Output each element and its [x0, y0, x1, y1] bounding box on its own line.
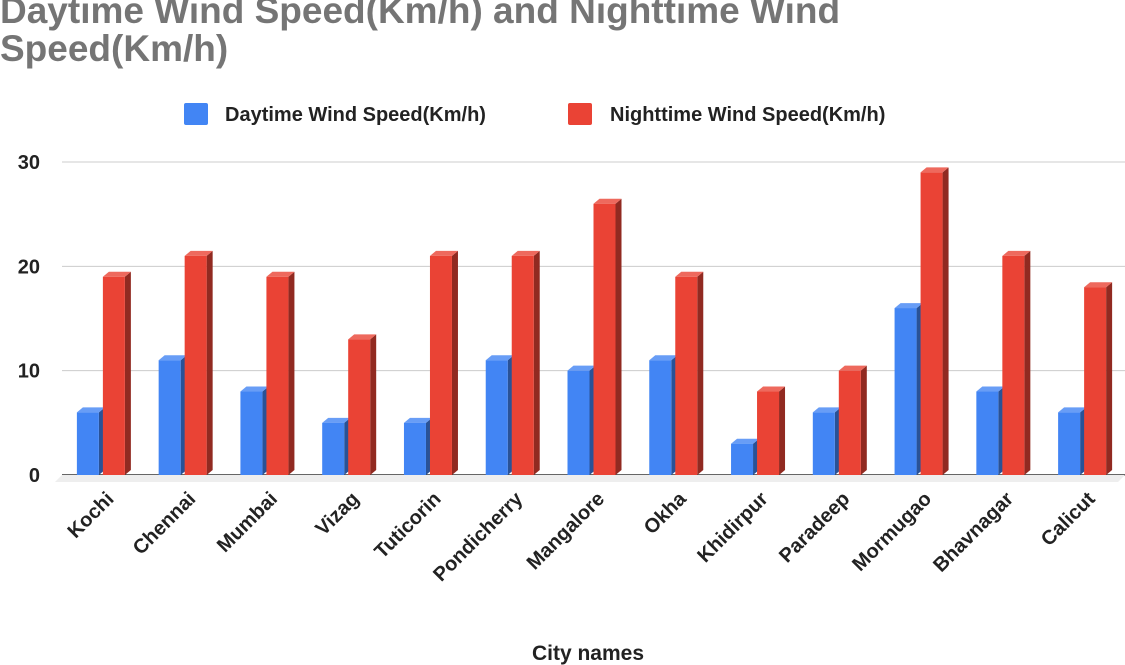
bar-nighttime	[102, 271, 131, 475]
y-axis-ticks: 0 10 20 30	[18, 152, 40, 487]
x-category-label: Chennai	[129, 488, 200, 559]
x-axis-title: City names	[532, 642, 644, 665]
y-tick-label: 0	[29, 465, 40, 487]
bar-nighttime	[920, 167, 949, 475]
x-category-label: Vizag	[311, 488, 363, 540]
bar-nighttime	[757, 386, 786, 475]
bar-daytime	[649, 355, 678, 475]
bar-daytime	[894, 303, 923, 475]
bar-nighttime	[429, 250, 458, 475]
legend: Daytime Wind Speed(Km/h) Nighttime Wind …	[184, 103, 885, 126]
bars	[76, 167, 1113, 475]
x-category-label: Paradeep	[775, 488, 854, 567]
bar-nighttime	[838, 365, 867, 475]
bar-nighttime	[348, 334, 377, 475]
x-category-label: Tuticorin	[370, 488, 445, 563]
floor-plane	[55, 475, 1125, 482]
x-category-label: Khidirpur	[693, 488, 772, 567]
bar-nighttime	[266, 271, 295, 475]
bar-nighttime	[511, 250, 540, 475]
bar-daytime	[1058, 407, 1087, 475]
legend-swatch-daytime	[184, 103, 208, 125]
legend-label-daytime: Daytime Wind Speed(Km/h)	[225, 104, 486, 126]
x-category-label: Mumbai	[213, 488, 282, 557]
bar-daytime	[731, 438, 760, 475]
legend-label-nighttime: Nighttime Wind Speed(Km/h)	[610, 104, 885, 126]
x-category-label: Kochi	[64, 488, 119, 543]
x-category-label: Bhavnagar	[929, 488, 1018, 577]
x-category-label: Mangalore	[523, 488, 609, 574]
bar-daytime	[76, 407, 105, 475]
chart-floor	[55, 475, 1125, 482]
legend-swatch-nighttime	[568, 103, 592, 125]
bar-nighttime	[593, 198, 622, 475]
x-axis-categories: Kochi Chennai Mumbai Vizag TuticorinPondiche…	[64, 487, 1100, 586]
bar-nighttime	[675, 271, 704, 475]
bar-nighttime	[1002, 250, 1031, 475]
bar-nighttime	[1084, 282, 1113, 475]
y-tick-label: 30	[18, 152, 40, 174]
x-category-label: Calicut	[1037, 488, 1100, 551]
bar-daytime	[158, 355, 187, 475]
bar-nighttime	[184, 250, 213, 475]
bar-daytime	[240, 386, 269, 475]
bar-daytime	[567, 365, 596, 475]
bar-daytime	[403, 417, 432, 475]
bar-daytime	[812, 407, 841, 475]
bar-daytime	[976, 386, 1005, 475]
y-tick-label: 10	[18, 361, 40, 383]
x-category-label: Okha	[640, 487, 692, 539]
y-tick-label: 20	[18, 256, 40, 278]
chart-title: Daytime Wind Speed(Km/h) and Nighttime W…	[0, 0, 841, 69]
bar-daytime	[485, 355, 514, 475]
x-category-label: Mormugao	[848, 488, 936, 576]
bar-daytime	[322, 417, 351, 475]
